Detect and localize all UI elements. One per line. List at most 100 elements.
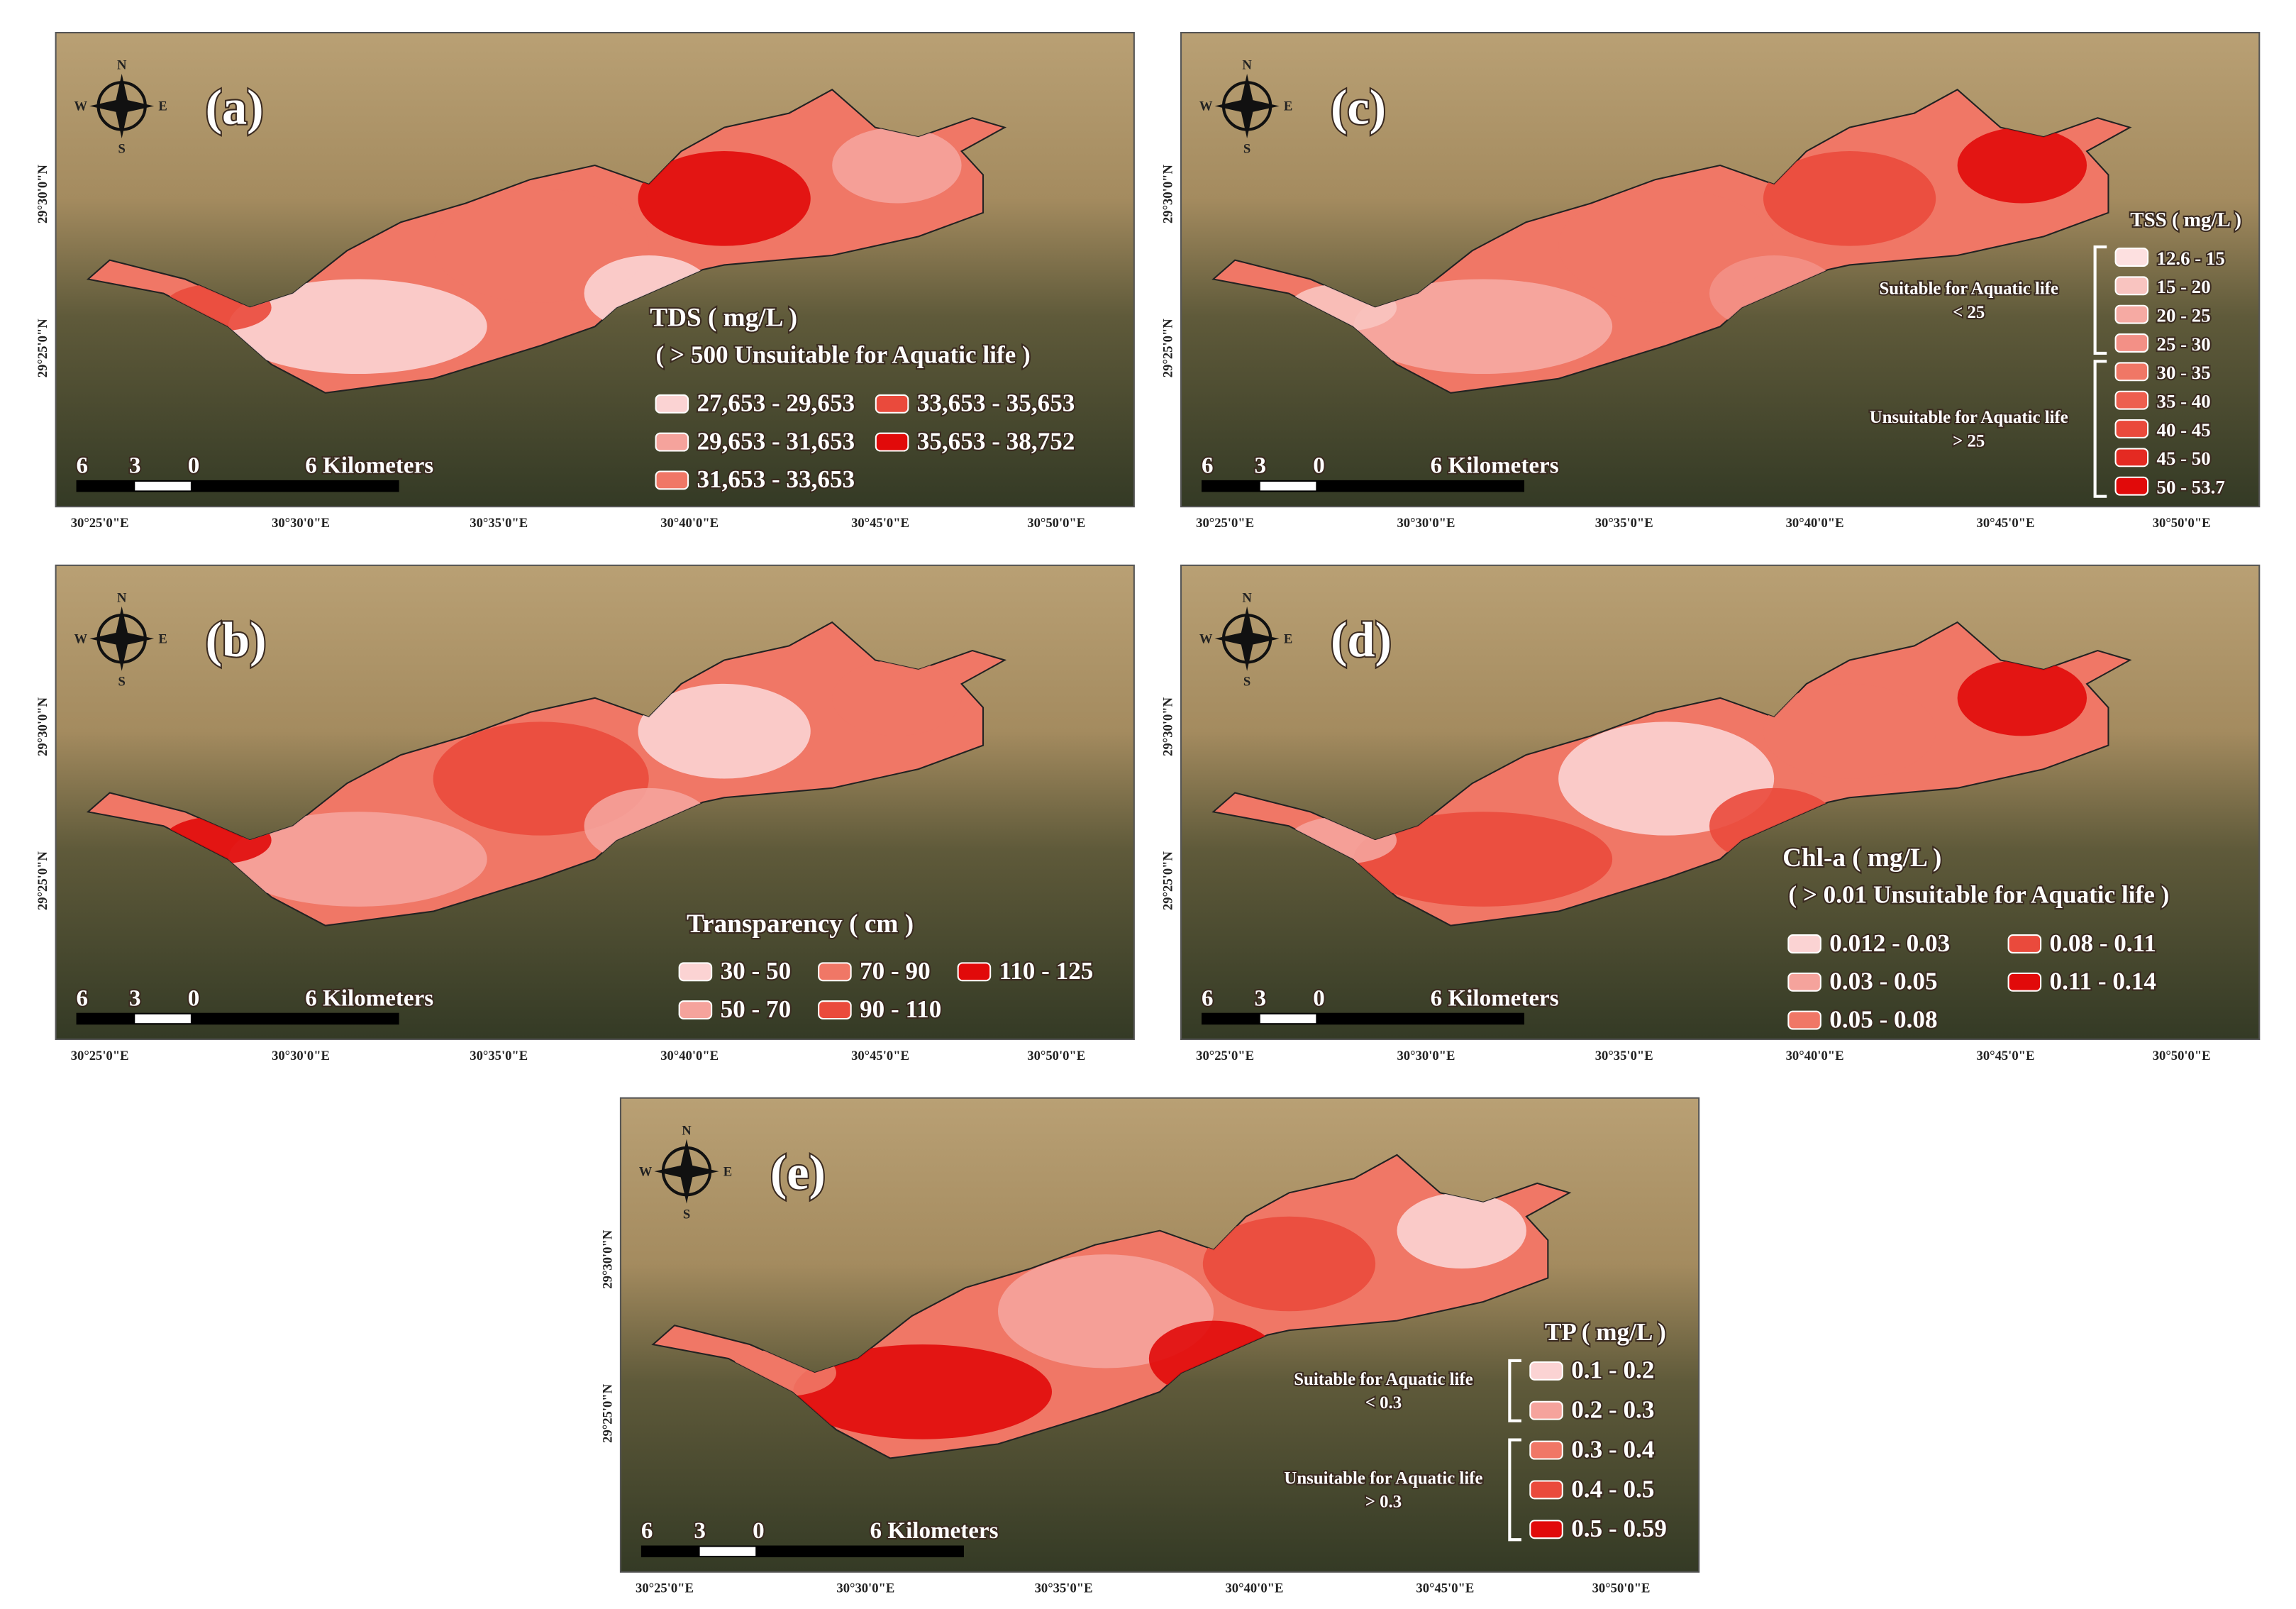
legend-label: 50 - 53.7: [2157, 477, 2225, 498]
panel-label: (e): [770, 1145, 826, 1200]
legend-subtitle: ( > 500 Unsuitable for Aquatic life ): [656, 341, 1031, 368]
legend-label: 110 - 125: [999, 957, 1094, 985]
legend-label: 0.03 - 0.05: [1829, 968, 1937, 995]
latitude-label: 29°25'0"N: [35, 319, 50, 377]
scale-label: 0: [753, 1518, 765, 1544]
scale-bar-white: [1260, 1014, 1316, 1024]
scale-unit: 6 Kilometers: [870, 1518, 999, 1544]
legend-label: 29,653 - 31,653: [697, 427, 855, 455]
legend-label: 31,653 - 33,653: [697, 465, 855, 493]
legend-label: 0.2 - 0.3: [1571, 1396, 1654, 1424]
compass-s: S: [1243, 142, 1250, 157]
concentration-zone: [638, 151, 811, 246]
compass-n: N: [117, 591, 127, 606]
scale-bar-white: [135, 1014, 191, 1024]
latitude-label: 29°25'0"N: [1161, 851, 1176, 910]
scale-label: 3: [129, 985, 141, 1011]
compass-star: [89, 606, 155, 671]
concentration-zone: [1397, 1193, 1526, 1269]
scale-unit: 6 Kilometers: [305, 985, 433, 1011]
longitude-label: 30°50'0"E: [1027, 1049, 1085, 1063]
legend-label: 70 - 90: [860, 957, 931, 985]
legend-title: Chl-a ( mg/L ): [1782, 844, 1941, 873]
compass-n: N: [682, 1123, 692, 1138]
concentration-zone: [793, 1344, 1053, 1439]
legend-swatch: [2007, 934, 2042, 953]
longitude-label: 30°50'0"E: [2153, 516, 2211, 531]
panel-label: (d): [1331, 612, 1392, 668]
compass-n: N: [117, 58, 127, 73]
longitude-label: 30°35'0"E: [1035, 1581, 1093, 1596]
scale-label: 3: [1254, 453, 1266, 479]
concentration-zone: [832, 660, 962, 736]
scale-label: 0: [1313, 453, 1325, 479]
latitude-label: 29°30'0"N: [1161, 697, 1176, 756]
compass-s: S: [1243, 674, 1250, 689]
legend-label: 0.5 - 0.59: [1571, 1515, 1667, 1542]
longitude-label: 30°50'0"E: [1027, 516, 1085, 531]
legend-bracket: [2093, 360, 2107, 498]
legend-title: TSS ( mg/L ): [2130, 209, 2241, 231]
note-threshold: > 25: [1953, 431, 1985, 450]
longitude-label: 30°35'0"E: [470, 1049, 528, 1063]
compass-star: [89, 73, 155, 138]
compass-w: W: [639, 1164, 653, 1179]
longitude-label: 30°30'0"E: [272, 516, 330, 531]
longitude-label: 30°40'0"E: [660, 1049, 719, 1063]
longitude-label: 30°45'0"E: [1977, 516, 2035, 531]
legend-swatch: [1529, 1480, 1563, 1500]
scale-label: 6: [77, 453, 89, 479]
legend-label: 12.6 - 15: [2157, 248, 2225, 269]
legend-swatch: [875, 432, 909, 452]
latitude-label: 29°25'0"N: [35, 851, 50, 910]
note: Unsuitable for Aquatic life: [1284, 1469, 1482, 1488]
scale-label: 6: [77, 985, 89, 1011]
concentration-zone: [832, 127, 962, 204]
compass-n: N: [1242, 58, 1252, 73]
longitude-label: 30°30'0"E: [1397, 516, 1455, 531]
scale-bar-white: [1260, 481, 1316, 491]
scale-unit: 6 Kilometers: [305, 453, 433, 479]
legend-label: 50 - 70: [721, 995, 792, 1023]
scale-label: 0: [1313, 985, 1325, 1011]
legend-swatch: [1529, 1361, 1563, 1381]
legend-label: 0.012 - 0.03: [1829, 929, 1950, 957]
longitude-label: 30°25'0"E: [71, 1049, 129, 1063]
legend-label: 45 - 50: [2157, 448, 2211, 469]
legend-label: 90 - 110: [860, 995, 941, 1023]
concentration-zone: [1202, 1216, 1376, 1312]
map-panel: N S W E (c) 6 3 0 6 Kilometers 30°25'0"E 30°30'0"E…: [1161, 32, 2261, 531]
scale-bar-white: [699, 1547, 756, 1557]
scale-bar-white: [135, 481, 191, 491]
lake-zones: [1289, 127, 2087, 375]
compass-s: S: [118, 142, 125, 157]
longitude-label: 30°30'0"E: [836, 1581, 894, 1596]
scale-label: 3: [129, 453, 141, 479]
legend-swatch: [2114, 276, 2149, 296]
longitude-label: 30°40'0"E: [1786, 1049, 1844, 1063]
longitude-label: 30°50'0"E: [2153, 1049, 2211, 1063]
legend-label: 0.11 - 0.14: [2050, 968, 2156, 995]
legend-swatch: [655, 394, 689, 414]
scale-label: 6: [1202, 985, 1214, 1011]
legend-title: TP ( mg/L ): [1545, 1318, 1666, 1346]
legend-label: 35 - 40: [2157, 391, 2211, 412]
legend-label: 0.4 - 0.5: [1571, 1475, 1654, 1503]
longitude-label: 30°35'0"E: [470, 516, 528, 531]
legend-swatch: [678, 1000, 713, 1020]
legend-swatch: [1787, 1010, 1821, 1030]
legend-swatch: [1787, 934, 1821, 953]
legend-swatch: [1787, 972, 1821, 992]
legend-label: 15 - 20: [2157, 276, 2211, 297]
concentration-zone: [1957, 127, 2087, 204]
concentration-zone: [228, 812, 487, 907]
legend-swatch: [1529, 1440, 1563, 1460]
legend-label: 20 - 25: [2157, 305, 2211, 326]
legend-swatch: [957, 962, 992, 982]
longitude-label: 30°30'0"E: [272, 1049, 330, 1063]
legend-bracket: [2093, 245, 2107, 355]
compass-e: E: [1284, 99, 1292, 114]
note: Suitable for Aquatic life: [1880, 280, 2059, 299]
concentration-zone: [1763, 151, 1936, 246]
concentration-zone: [228, 279, 487, 375]
